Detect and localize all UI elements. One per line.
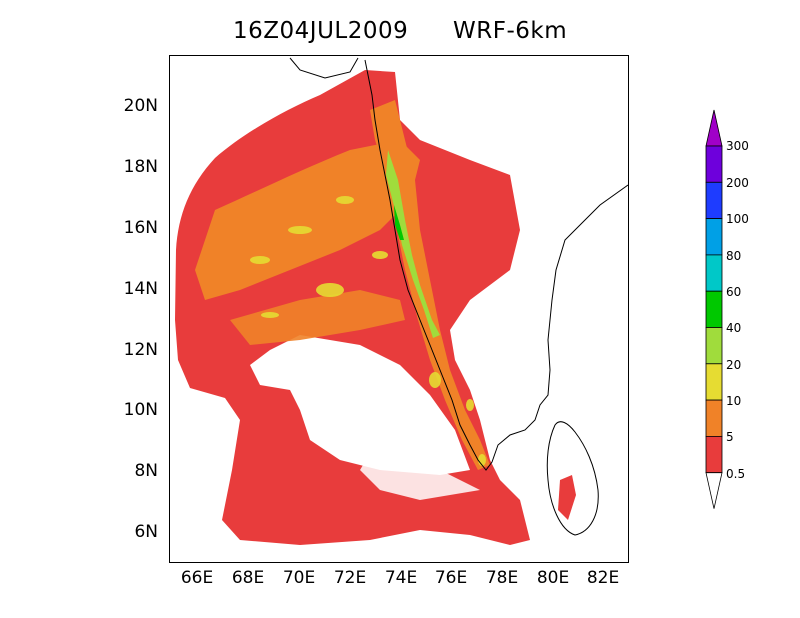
colorbar-segment (705, 363, 723, 401)
colorbar-segment (705, 145, 723, 183)
colorbar-label: 10 (726, 394, 742, 408)
lat-tick: 20N (123, 96, 158, 116)
title-model: WRF-6km (453, 18, 568, 44)
coastline (364, 59, 628, 471)
lon-tick: 72E (333, 568, 367, 588)
colorbar-label: 40 (726, 321, 742, 335)
lat-tick: 8N (134, 461, 158, 481)
colorbar-segment (705, 399, 723, 437)
colorbar-label: 20 (726, 358, 742, 372)
colorbar-segment (705, 327, 723, 365)
colorbar (705, 109, 723, 509)
colorbar-label: 0.5 (726, 467, 746, 481)
colorbar-label: 100 (726, 212, 749, 226)
colorbar-segment (705, 290, 723, 328)
title-datetime: 16Z04JUL2009 (233, 18, 409, 44)
lat-tick: 12N (123, 340, 158, 360)
lat-tick: 18N (123, 157, 158, 177)
lon-tick: 78E (485, 568, 519, 588)
lat-tick: 16N (123, 218, 158, 238)
colorbar-segment (705, 254, 723, 292)
colorbar-bottom-triangle (705, 472, 723, 509)
lon-tick: 82E (586, 568, 620, 588)
map-title: 16Z04JUL2009 WRF-6km (0, 18, 800, 52)
sri-lanka-outline (546, 421, 599, 536)
lon-tick: 74E (384, 568, 418, 588)
colorbar-label: 80 (726, 249, 742, 263)
lon-tick: 80E (536, 568, 570, 588)
colorbar-label: 300 (726, 139, 749, 153)
dry-gap (250, 335, 470, 475)
lon-tick: 70E (282, 568, 316, 588)
lon-tick: 66E (180, 568, 214, 588)
colorbar-segment (705, 435, 723, 474)
lon-tick: 68E (231, 568, 265, 588)
precip-region-20-40 (386, 150, 440, 338)
lat-tick: 14N (123, 279, 158, 299)
colorbar-top-triangle (705, 109, 723, 147)
colorbar-label: 60 (726, 285, 742, 299)
lat-tick: 10N (123, 400, 158, 420)
lon-tick: 76E (434, 568, 468, 588)
dry-gap-2 (360, 420, 480, 500)
colorbar-segment (705, 218, 723, 256)
colorbar-label: 200 (726, 176, 749, 190)
colorbar-segment (705, 181, 723, 220)
lat-tick: 6N (134, 522, 158, 542)
colorbar-label: 5 (726, 430, 734, 444)
